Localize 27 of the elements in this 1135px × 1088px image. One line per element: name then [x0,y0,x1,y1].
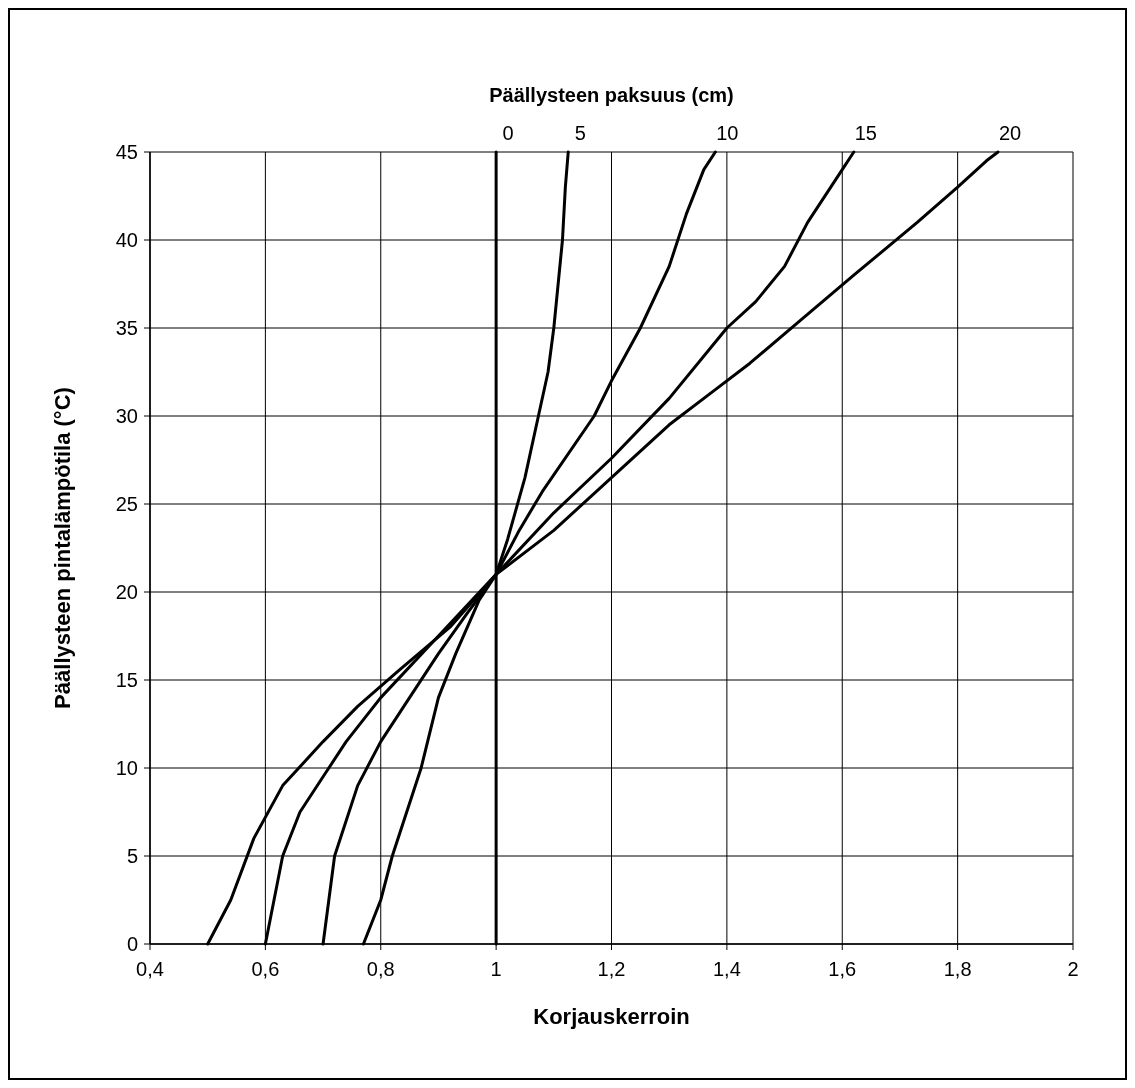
y-tick-label: 35 [115,317,138,339]
series-label: 5 [574,122,586,144]
y-tick-label: 30 [115,405,138,427]
y-tick-label: 45 [115,141,138,163]
x-tick-label: 0,6 [251,958,280,980]
y-tick-label: 10 [115,757,138,779]
x-tick-label: 0,8 [366,958,395,980]
x-tick-label: 1,4 [712,958,741,980]
series-label: 10 [716,122,739,144]
y-tick-label: 40 [115,229,138,251]
x-tick-label: 0,4 [136,958,164,980]
series-label: 20 [998,122,1022,144]
y-tick-label: 0 [126,933,138,955]
y-tick-label: 25 [115,493,138,515]
y-axis-title: Päällysteen pintalämpötila (°C) [50,387,75,709]
legend-title: Päällysteen paksuus (cm) [489,84,734,106]
x-tick-label: 1 [490,958,502,980]
x-axis-title: Korjauskerroin [533,1004,690,1029]
series-label: 0 [502,122,514,144]
y-tick-label: 15 [115,669,138,691]
x-tick-label: 2 [1067,958,1079,980]
x-tick-label: 1,6 [828,958,857,980]
y-tick-label: 5 [126,845,138,867]
x-tick-label: 1,2 [597,958,626,980]
x-tick-label: 1,8 [943,958,972,980]
y-tick-label: 20 [115,581,138,603]
series-label: 15 [854,122,877,144]
